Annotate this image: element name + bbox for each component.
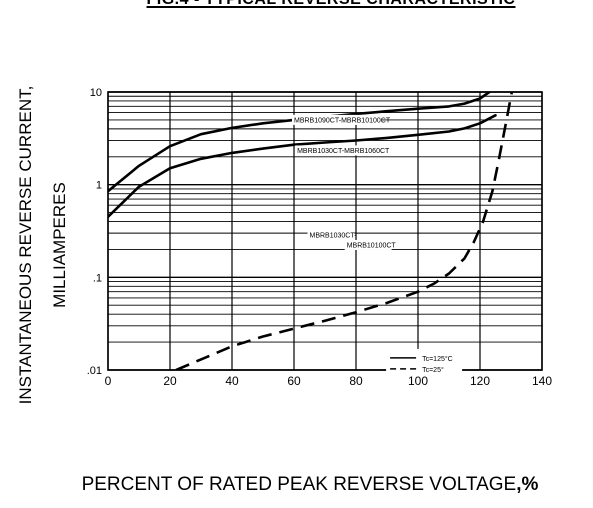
annotation-label-2: MBRB1030CT-MBRB1060CT: [297, 148, 390, 155]
y-tick-label: .1: [93, 272, 102, 284]
y-tick-label: 1: [96, 180, 102, 192]
series-group: [108, 92, 514, 370]
x-tick-label: 100: [408, 374, 428, 388]
series-line-2: [108, 114, 497, 219]
annotation-bg: [295, 145, 381, 156]
x-tick-label: 0: [105, 374, 112, 388]
x-tick-label: 120: [470, 374, 490, 388]
y-tick-label: .01: [87, 365, 102, 377]
x-tick-label: 40: [225, 374, 239, 388]
annotation-label-1: MBRB1090CT-MBRB10100CT: [294, 117, 391, 124]
x-axis-label: PERCENT OF RATED PEAK REVERSE VOLTAGE: [81, 474, 517, 495]
series-line-3: [175, 92, 514, 370]
x-tick-label: 20: [163, 374, 177, 388]
x-tick-label: 60: [287, 374, 301, 388]
x-axis-unit: ,%: [516, 474, 539, 495]
annotation-label-4: MBRB10100CT: [347, 242, 397, 249]
tick-labels: 0 20 40 60 80 100 120 140 10 1 .1 .01: [87, 87, 553, 388]
annotation-label-3: MBRB1030CT-: [310, 232, 358, 239]
figure-title: FIG.4 - TYPICAL REVERSE CHARACTERISTIC: [96, 0, 566, 9]
y-tick-label: 10: [90, 87, 102, 99]
annotation-bg: [307, 229, 355, 240]
annotation-bg: [292, 114, 382, 125]
x-tick-label: 140: [532, 374, 552, 388]
legend-label-1: Tc=125°C: [422, 355, 453, 363]
series-line-1: [108, 92, 492, 193]
legend-box: [386, 348, 463, 375]
plot-frame: [107, 91, 543, 371]
legend: Tc=125°C Tc=25°: [386, 348, 463, 375]
annotation-bg: [344, 239, 392, 250]
x-axis-label-wrap: PERCENT OF RATED PEAK REVERSE VOLTAGE,%: [40, 474, 580, 496]
x-tick-label: 80: [349, 374, 363, 388]
legend-label-2: Tc=25°: [422, 366, 444, 374]
annotations: MBRB1090CT-MBRB10100CT MBRB1030CT-MBRB106…: [292, 114, 397, 250]
